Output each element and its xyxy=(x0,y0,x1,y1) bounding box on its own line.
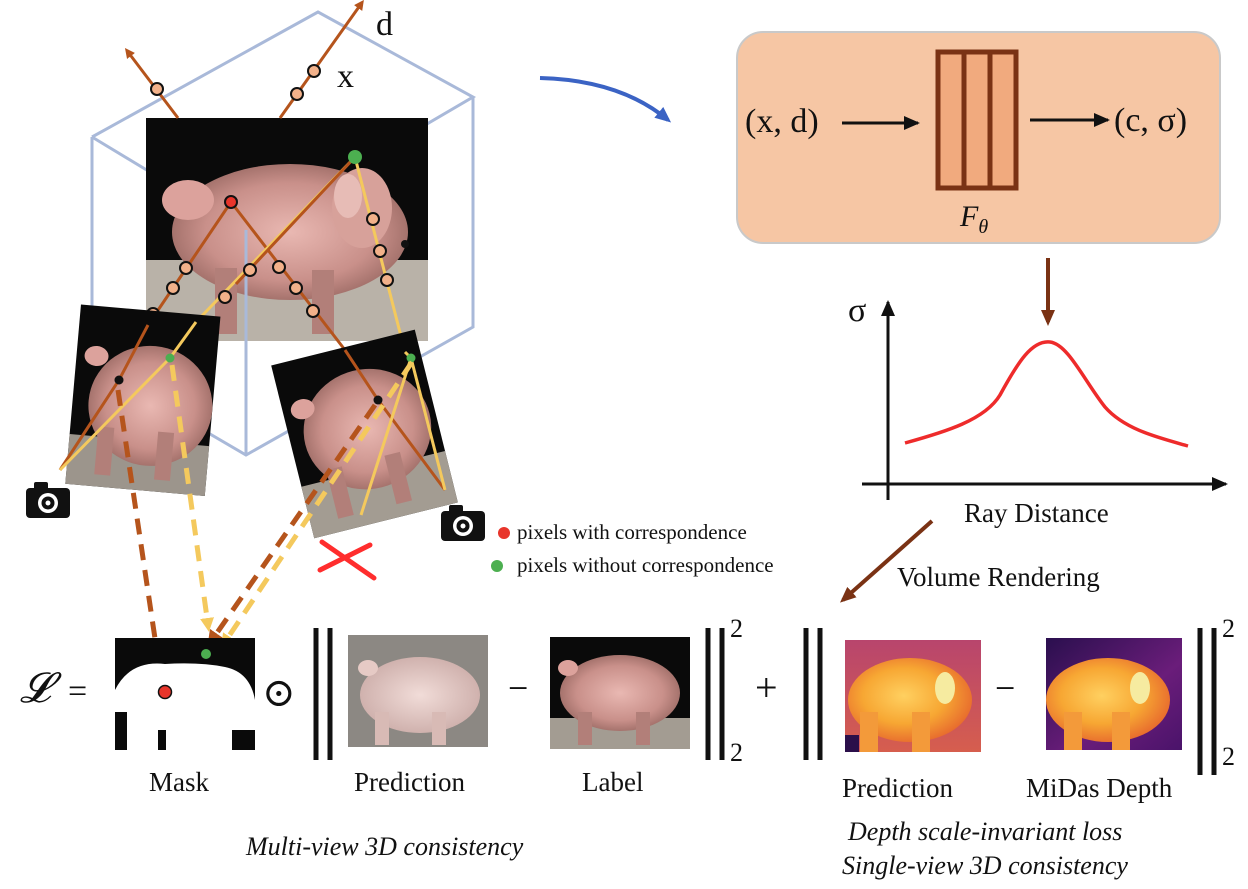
depth-prediction-image xyxy=(845,640,981,752)
norm-bars xyxy=(313,628,1217,775)
prediction-image xyxy=(348,635,488,747)
network-name-sub: θ xyxy=(978,216,989,238)
plot-y-label: σ xyxy=(848,292,867,329)
minus-sign-2: − xyxy=(995,668,1016,708)
density-curve xyxy=(904,340,1189,448)
label-label: Label xyxy=(582,767,644,797)
density-plot xyxy=(862,300,1228,500)
volume-rendering-label: Volume Rendering xyxy=(897,562,1100,592)
depth-prediction-label: Prediction xyxy=(842,773,953,803)
caption-depth-loss: Depth scale-invariant loss xyxy=(848,817,1123,846)
norm-subscript-2: 2 xyxy=(1222,742,1235,771)
network-input: (x, d) xyxy=(745,103,819,140)
ray-dir-label: d xyxy=(376,6,393,43)
loss-symbol: 𝓛 xyxy=(20,666,51,712)
blue-arrow xyxy=(539,76,672,123)
mask-image xyxy=(115,638,255,750)
norm-exponent-2: 2 xyxy=(1222,614,1235,643)
plot-x-label: Ray Distance xyxy=(964,498,1109,528)
dashed-arrows xyxy=(115,360,415,680)
caption-multi-view: Multi-view 3D consistency xyxy=(246,832,524,861)
legend-red-dot xyxy=(498,527,510,539)
midas-depth-image xyxy=(1046,638,1182,750)
network-output: (c, σ) xyxy=(1114,102,1188,139)
plus-sign: + xyxy=(755,665,778,710)
hadamard-symbol: ⊙ xyxy=(262,670,296,715)
norm-exponent-1: 2 xyxy=(730,614,743,643)
top-rays xyxy=(124,0,364,119)
norm-subscript-1: 2 xyxy=(730,738,743,767)
legend-without-correspondence: pixels without correspondence xyxy=(517,553,774,577)
network-name-main: F xyxy=(960,200,979,233)
minus-sign-1: − xyxy=(508,668,529,708)
red-cross-icon xyxy=(317,539,377,581)
view-rays xyxy=(58,321,447,516)
prediction-label: Prediction xyxy=(354,767,465,797)
camera-icon xyxy=(441,505,485,541)
mask-label: Mask xyxy=(149,767,209,797)
ray-pos-label: x xyxy=(337,58,354,95)
equals-sign: = xyxy=(68,673,88,710)
midas-depth-label: MiDas Depth xyxy=(1026,773,1173,803)
network-box xyxy=(736,31,1221,244)
caption-single-view: Single-view 3D consistency xyxy=(842,851,1128,880)
camera-icon xyxy=(26,482,70,518)
label-image xyxy=(550,637,690,749)
legend-green-dot xyxy=(491,560,503,572)
legend-with-correspondence: pixels with correspondence xyxy=(517,520,747,544)
render-arrow xyxy=(840,519,934,603)
network-name: Fθ xyxy=(960,200,989,238)
